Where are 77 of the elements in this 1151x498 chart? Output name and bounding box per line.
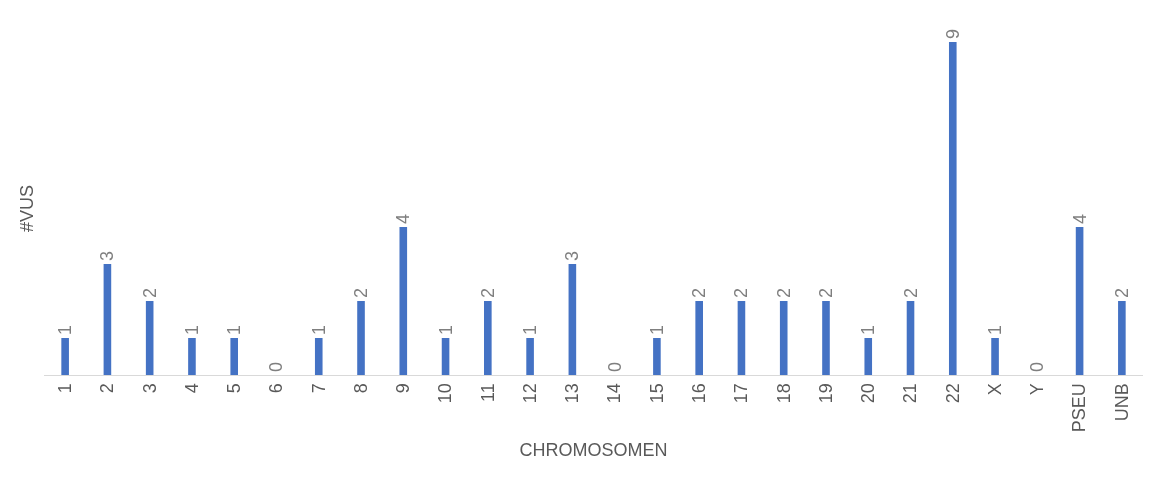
bar [526,338,534,375]
y-axis-title: #VUS [17,184,38,233]
x-tick-label: 10 [435,383,456,404]
x-tick-label: 17 [731,383,752,404]
bar [441,338,450,375]
data-label: 2 [815,287,836,298]
data-label: 2 [1111,287,1132,298]
x-tick-label: 15 [646,383,667,404]
x-tick-label: 2 [97,383,118,394]
data-label: 0 [604,361,625,372]
x-tick-label: 13 [562,383,583,404]
data-label: 0 [266,361,287,372]
bar [399,227,408,375]
data-label: 2 [773,287,794,298]
bar [1075,227,1084,375]
data-label: 1 [435,324,456,335]
x-tick-label: 20 [858,383,879,404]
x-tick-label: 19 [815,383,836,404]
data-label: 4 [1069,213,1090,224]
data-label: 1 [224,324,245,335]
bar [948,42,957,375]
x-tick-label: 8 [350,383,371,394]
bar [737,301,746,375]
x-tick-label: X [984,383,1005,396]
bar [568,264,577,375]
bar [653,338,661,375]
x-tick-label: 11 [477,383,498,402]
x-tick-label: UNB [1111,383,1132,422]
bar [695,301,703,375]
bar [357,301,365,375]
data-label: 3 [562,250,583,261]
x-tick-label: PSEU [1069,383,1090,433]
bar [1118,301,1126,375]
bar [991,338,999,375]
bar [145,301,154,375]
bar [906,301,915,375]
data-label: 2 [900,287,921,298]
data-label: 2 [731,287,752,298]
bar [61,338,69,375]
data-label: 9 [942,28,963,39]
x-tick-label: 1 [54,383,75,394]
x-tick-label: 14 [604,383,625,404]
bar [864,338,873,375]
x-tick-label: 18 [773,383,794,404]
x-tick-label: 7 [308,383,329,394]
x-tick-label: 21 [900,383,921,404]
bar [779,301,788,375]
data-label: 4 [393,213,414,224]
data-label: 2 [689,287,710,298]
bar [484,301,492,375]
x-tick-label: 6 [266,383,287,394]
x-tick-label: 3 [139,383,160,394]
bar [314,338,323,375]
data-label: 2 [139,287,160,298]
x-axis-title: CHROMOSOMEN [519,440,668,461]
x-tick-label: 22 [942,383,963,404]
x-tick-label: 5 [224,383,245,394]
data-label: 1 [858,324,879,335]
data-label: 2 [477,287,498,298]
data-label: 1 [985,324,1006,335]
x-tick-label: 16 [689,383,710,404]
bar [103,264,112,375]
data-label: 1 [181,324,202,335]
bar [188,338,196,375]
data-label: 1 [520,324,541,335]
data-label: 2 [351,287,372,298]
bar [822,301,830,375]
data-label: 1 [308,324,329,335]
x-tick-label: 12 [519,383,540,404]
bar [230,338,239,375]
x-tick-label: 4 [181,383,202,394]
data-label: 1 [646,324,667,335]
data-label: 1 [55,324,76,335]
x-tick-label: Y [1027,383,1048,396]
x-tick-label: 9 [393,383,414,394]
data-label: 3 [97,250,118,261]
data-label: 0 [1027,361,1048,372]
